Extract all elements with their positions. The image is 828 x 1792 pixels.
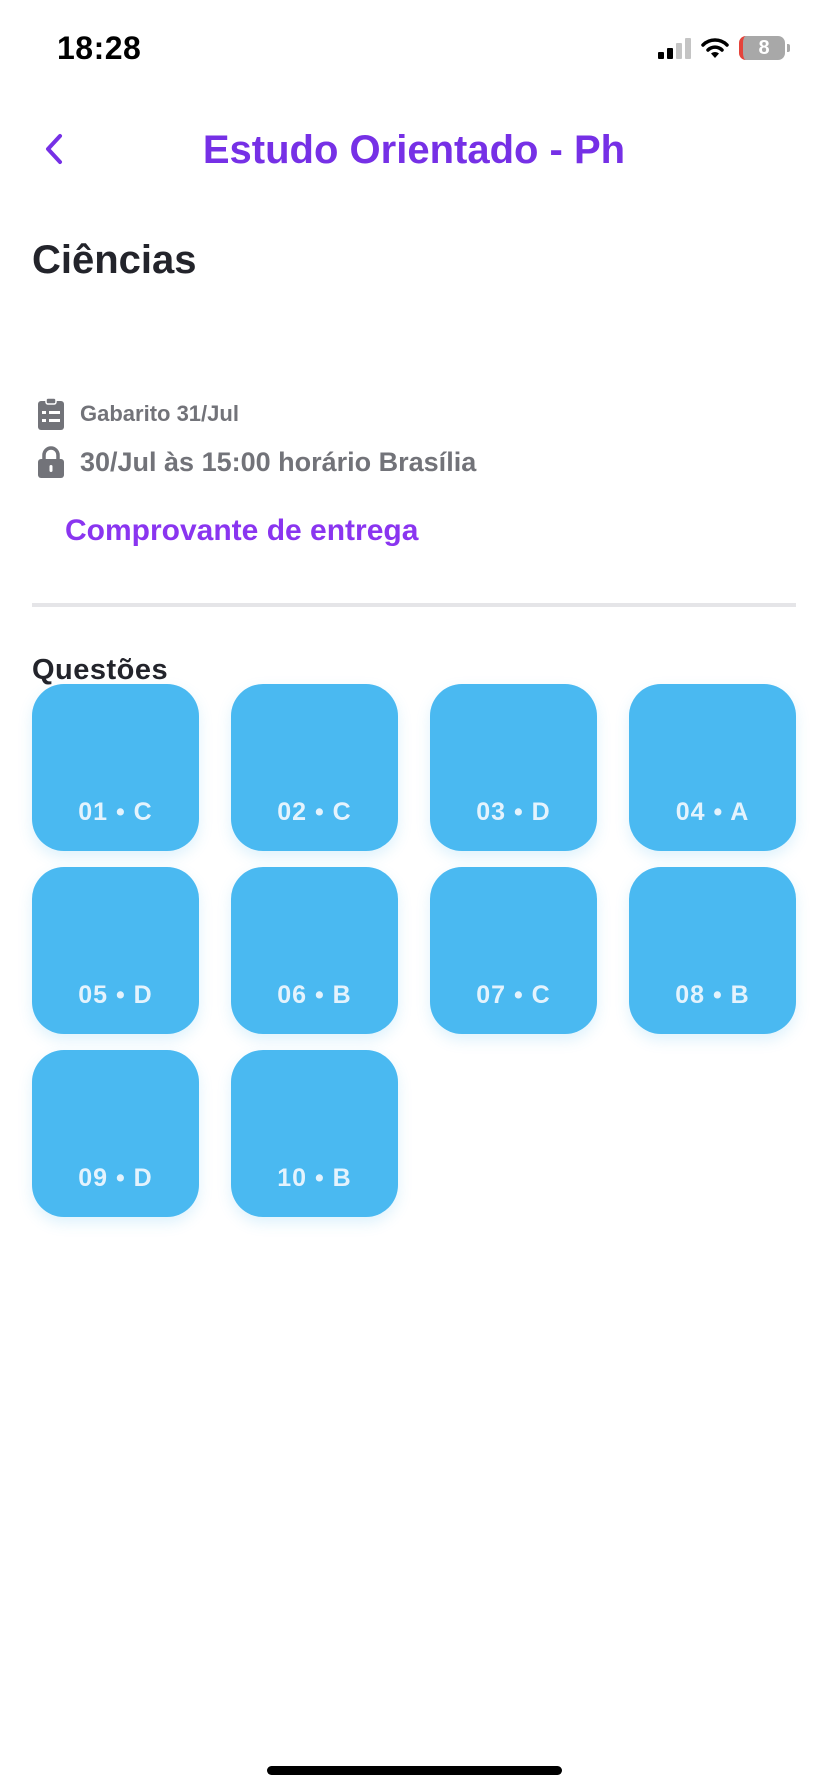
- clipboard-list-icon: [38, 398, 64, 430]
- questions-grid: 01 • C 02 • C 03 • D 04 • A 05 • D 06 • …: [32, 684, 796, 1217]
- question-tile[interactable]: 02 • C: [231, 684, 398, 851]
- battery-icon: 8: [739, 36, 785, 60]
- status-time: 18:28: [57, 30, 142, 66]
- question-label: 07 • C: [476, 981, 551, 1009]
- question-label: 08 • B: [675, 981, 750, 1009]
- subject-heading: Ciências: [32, 238, 197, 282]
- question-tile[interactable]: 03 • D: [430, 684, 597, 851]
- question-label: 09 • D: [78, 1164, 153, 1192]
- chevron-left-icon: [46, 134, 62, 164]
- question-label: 04 • A: [675, 798, 750, 826]
- question-tile[interactable]: 10 • B: [231, 1050, 398, 1217]
- question-label: 02 • C: [277, 798, 352, 826]
- lock-icon: [38, 446, 64, 478]
- question-tile[interactable]: 09 • D: [32, 1050, 199, 1217]
- question-tile[interactable]: 08 • B: [629, 867, 796, 1034]
- deadline-row: 30/Jul às 15:00 horário Brasília: [38, 446, 476, 478]
- question-label: 10 • B: [277, 1164, 352, 1192]
- question-label: 05 • D: [78, 981, 153, 1009]
- question-tile[interactable]: 05 • D: [32, 867, 199, 1034]
- question-label: 01 • C: [78, 798, 153, 826]
- status-icons: 8: [658, 36, 790, 60]
- divider: [32, 603, 796, 607]
- home-indicator[interactable]: [267, 1766, 562, 1775]
- wifi-icon: [701, 38, 729, 58]
- question-label: 03 • D: [476, 798, 551, 826]
- cellular-signal-icon: [658, 37, 691, 59]
- question-tile[interactable]: 06 • B: [231, 867, 398, 1034]
- deadline-text: 30/Jul às 15:00 horário Brasília: [80, 446, 477, 477]
- page-title: Estudo Orientado - Ph: [202, 128, 626, 172]
- question-tile[interactable]: 01 • C: [32, 684, 199, 851]
- question-tile[interactable]: 04 • A: [629, 684, 796, 851]
- answer-key-row: Gabarito 31/Jul: [38, 398, 239, 430]
- back-button[interactable]: [40, 128, 70, 168]
- delivery-receipt-link[interactable]: Comprovante de entrega: [65, 514, 419, 547]
- answer-key-date: Gabarito 31/Jul: [80, 401, 239, 426]
- questions-heading: Questões: [32, 654, 169, 686]
- question-tile[interactable]: 07 • C: [430, 867, 597, 1034]
- question-label: 06 • B: [277, 981, 352, 1009]
